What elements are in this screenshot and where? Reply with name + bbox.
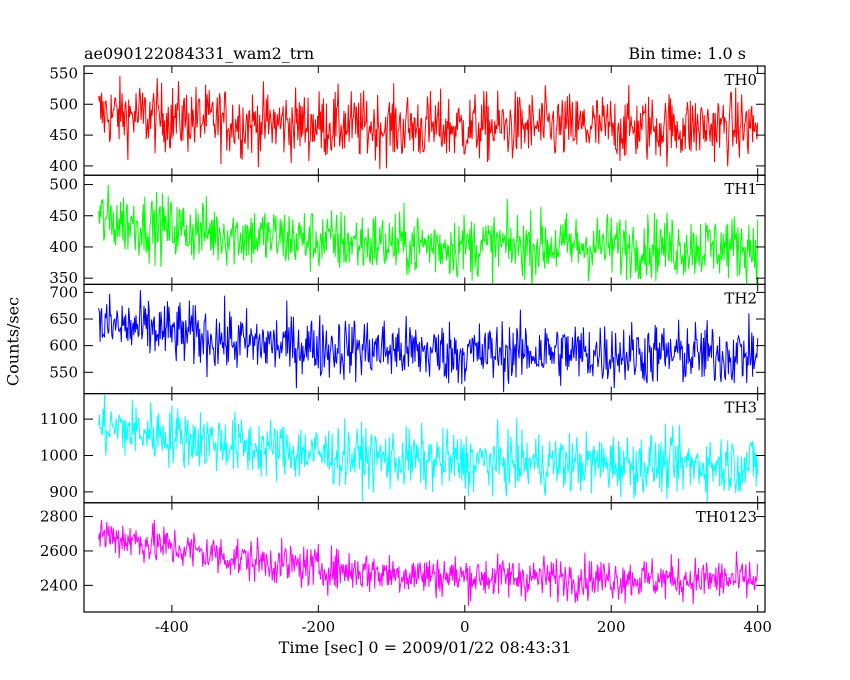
y-tick-label-th3-900: 900: [49, 483, 78, 501]
x-tick-label-400: 400: [743, 618, 772, 636]
y-tick-label-th0123-2600: 2600: [40, 542, 78, 560]
x-tick-label--400: -400: [155, 618, 189, 636]
x-tick-label--200: -200: [301, 618, 335, 636]
series-line-th2: [98, 290, 759, 393]
y-tick-label-th2-600: 600: [49, 337, 78, 355]
y-tick-label-th3-1100: 1100: [40, 410, 78, 428]
panel-frame-th3: [83, 393, 766, 504]
y-tick-label-th0-450: 450: [49, 126, 78, 144]
y-tick-label-th0-550: 550: [49, 64, 78, 82]
y-tick-label-th1-500: 500: [49, 176, 78, 194]
y-axis-label: Counts/sec: [3, 296, 23, 387]
y-tick-label-th1-450: 450: [49, 207, 78, 225]
panel-label-th0: TH0: [724, 71, 757, 89]
y-tick-label-th3-1000: 1000: [40, 446, 78, 464]
y-tick-label-th0123-2400: 2400: [40, 576, 78, 594]
panel-label-th0123: TH0123: [696, 508, 757, 526]
series-line-th3: [98, 393, 759, 503]
series-line-th1: [98, 184, 759, 285]
y-tick-label-th0-400: 400: [49, 157, 78, 175]
panel-frame-th0123: [83, 502, 766, 613]
x-tick-label-0: 0: [460, 618, 470, 636]
x-axis-label: Time [sec] 0 = 2009/01/22 08:43:31: [278, 638, 572, 657]
y-tick-label-th2-550: 550: [49, 363, 78, 381]
bin-time: Bin time: 1.0 s: [628, 44, 746, 63]
y-tick-label-th0-500: 500: [49, 95, 78, 113]
source-name: ae090122084331_wam2_trn: [84, 44, 315, 63]
series-line-th0: [98, 75, 759, 170]
panel-label-th1: TH1: [724, 180, 757, 198]
y-tick-label-th1-400: 400: [49, 238, 78, 256]
y-tick-label-th2-650: 650: [49, 310, 78, 328]
panel-label-th2: TH2: [724, 289, 757, 307]
y-tick-label-th0123-2800: 2800: [40, 508, 78, 526]
panel-label-th3: TH3: [724, 399, 757, 417]
y-tick-label-th2-700: 700: [49, 283, 78, 301]
x-tick-label-200: 200: [597, 618, 626, 636]
y-tick-label-th1-350: 350: [49, 269, 78, 287]
series-line-th0123: [98, 519, 759, 606]
